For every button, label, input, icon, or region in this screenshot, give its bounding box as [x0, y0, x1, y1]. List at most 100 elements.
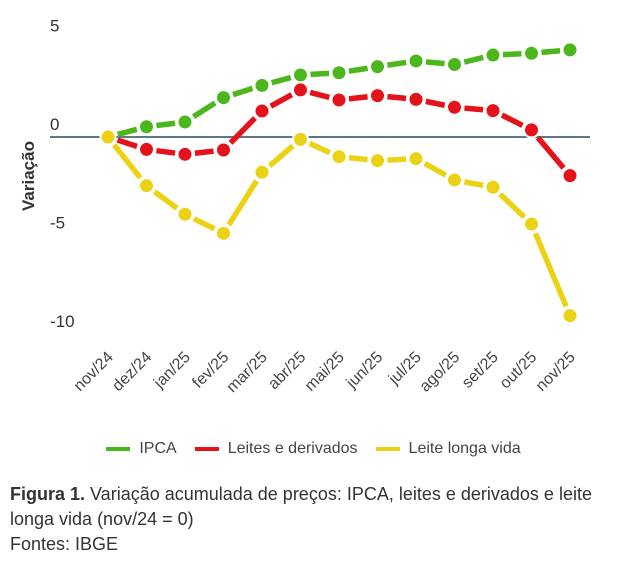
y-axis-title: Variação — [19, 141, 38, 211]
series-line-segment — [228, 116, 257, 145]
legend-item[interactable]: Leite longa vida — [375, 440, 521, 458]
series-line-segment — [309, 89, 331, 101]
data-point[interactable]: Leite longa vida ago/25: -2.18 — [446, 171, 463, 189]
data-point[interactable]: Leite longa vida jan/25: -3.92 — [176, 205, 194, 223]
series-line-segment — [423, 161, 448, 178]
series-line-segment — [502, 50, 522, 58]
series-line-segment — [348, 65, 369, 74]
data-point[interactable]: Leite longa vida nov/24: 0 — [99, 128, 117, 146]
line-chart: 5 0 -5 -10 Variação IPCA nov/24: 0IPCA dez/… — [19, 17, 590, 396]
data-point[interactable]: IPCA mar/25: 2.62 — [253, 76, 271, 94]
data-point[interactable]: IPCA jul/25: 3.86 — [407, 52, 425, 70]
legend-swatch-icon — [375, 447, 400, 451]
data-point[interactable]: Leite longa vida abr/25: -0.12 — [292, 130, 309, 148]
data-point[interactable]: IPCA mai/25: 3.26 — [330, 64, 348, 82]
legend-swatch-icon — [106, 447, 131, 451]
legend-item[interactable]: Leites e derivados — [194, 440, 358, 458]
series-leite-longa-vida: Leite longa vida nov/24: 0 Leite longa vi… — [99, 128, 579, 325]
figure-label: Figura 1. — [10, 484, 86, 504]
data-point[interactable]: Leites e derivados ago/25: 1.51 — [446, 98, 463, 116]
series-line-segment — [498, 192, 527, 220]
data-point[interactable]: IPCA abr/25: 3.15 — [292, 66, 309, 84]
figure-caption: Figura 1. Variação acumulada de preços: … — [10, 482, 620, 557]
x-tick-label: set/25 — [459, 349, 502, 392]
y-tick-label: -10 — [50, 312, 75, 331]
series-line-segment — [425, 98, 446, 108]
y-axis-ticks: 5 0 -5 -10 — [50, 17, 75, 332]
series-line-segment — [194, 148, 214, 156]
data-point[interactable]: Leites e derivados fev/25: -0.66 — [215, 141, 232, 159]
series-line-segment — [152, 189, 179, 211]
data-point[interactable]: Leite longa vida dez/24: -2.47 — [138, 177, 155, 195]
x-tick-label: jan/25 — [150, 349, 194, 393]
x-tick-label: nov/25 — [533, 349, 579, 395]
data-point[interactable]: IPCA out/25: 4.25 — [523, 44, 540, 62]
data-point[interactable]: Leite longa vida jun/25: -1.2 — [369, 152, 386, 170]
series-line-segment — [310, 70, 330, 78]
series-line-segment — [500, 112, 524, 128]
series-line-segment — [232, 85, 254, 98]
data-point[interactable]: IPCA dez/24: 0.52 — [138, 118, 155, 136]
series-line-segment — [387, 156, 407, 163]
series-line-segment — [116, 126, 138, 138]
data-point[interactable]: IPCA jun/25: 3.57 — [369, 58, 386, 76]
data-point[interactable]: Leites e derivados mar/25: 1.32 — [253, 102, 271, 120]
y-tick-label: -5 — [50, 214, 65, 233]
series-line-segment — [156, 120, 176, 129]
series-line-segment — [116, 137, 138, 149]
series-line-segment — [267, 143, 295, 168]
data-point[interactable]: IPCA ago/25: 3.68 — [446, 56, 463, 74]
data-point[interactable]: Leites e derivados set/25: 1.34 — [484, 102, 502, 120]
x-tick-label: abr/25 — [265, 349, 309, 393]
series-line-segment — [463, 179, 484, 189]
source-text: Fontes: IBGE — [10, 534, 119, 554]
series-line-segment — [348, 154, 368, 163]
data-point[interactable]: Leites e derivados jun/25: 2.1 — [369, 87, 386, 105]
data-point[interactable]: Leite longa vida fev/25: -4.89 — [215, 224, 232, 242]
data-point[interactable]: Leites e derivados nov/25: -1.96 — [561, 167, 579, 185]
data-point[interactable]: Leites e derivados out/25: 0.36 — [523, 121, 540, 139]
data-point[interactable]: Leites e derivados dez/24: -0.63 — [138, 140, 155, 158]
series-line-segment — [191, 100, 217, 119]
legend-label: IPCA — [139, 440, 177, 457]
data-point[interactable]: IPCA jan/25: 0.76 — [176, 113, 194, 131]
data-point[interactable]: IPCA fev/25: 2 — [215, 89, 232, 107]
data-point[interactable]: Leites e derivados jul/25: 1.91 — [407, 90, 425, 108]
data-point[interactable]: Leite longa vida mai/25: -1 — [330, 148, 348, 166]
y-tick-label: 5 — [50, 17, 59, 36]
data-point[interactable]: Leites e derivados jan/25: -0.88 — [176, 145, 194, 163]
series-line-segment — [541, 48, 561, 56]
data-point[interactable]: IPCA nov/25: 4.42 — [561, 41, 579, 59]
legend-item[interactable]: IPCA — [106, 440, 177, 458]
x-tick-label: nov/24 — [71, 349, 117, 395]
series-line-segment — [270, 74, 292, 86]
data-point[interactable]: IPCA set/25: 4.16 — [484, 46, 502, 64]
legend-label: Leite longa vida — [408, 440, 521, 457]
data-point[interactable]: Leites e derivados mai/25: 1.88 — [330, 91, 348, 109]
series-line-segment — [464, 105, 484, 113]
data-point[interactable]: Leite longa vida set/25: -2.55 — [484, 178, 502, 196]
x-tick-label: mar/25 — [224, 349, 271, 396]
data-point[interactable]: Leite longa vida mar/25: -1.79 — [253, 163, 271, 181]
series-line-segment — [532, 232, 569, 308]
legend: IPCA Leites e derivados Leite longa vida — [0, 440, 627, 458]
data-point[interactable]: Leite longa vida nov/25: -9.07 — [561, 307, 579, 325]
data-point[interactable]: Leite longa vida out/25: -4.42 — [523, 215, 540, 233]
series-line-segment — [269, 92, 294, 109]
series-line-segment — [192, 216, 216, 232]
series-line-segment — [226, 179, 259, 227]
x-tick-label: jun/25 — [343, 349, 387, 393]
series-line-segment — [535, 135, 566, 170]
data-point[interactable]: Leites e derivados abr/25: 2.39 — [292, 81, 309, 99]
caption-text: Variação acumulada de preços: IPCA, leit… — [10, 484, 592, 529]
x-tick-label: out/25 — [497, 349, 541, 393]
legend-swatch-icon — [194, 447, 219, 451]
x-tick-label: dez/24 — [109, 349, 155, 395]
series-line-segment — [156, 147, 176, 156]
data-point[interactable]: Leite longa vida jul/25: -1.1 — [407, 150, 425, 168]
legend-label: Leites e derivados — [227, 440, 358, 457]
series-line-segment — [386, 59, 407, 68]
x-axis-ticks: nov/24dez/24jan/25fev/25mar/25abr/25mai/… — [71, 349, 579, 396]
series-line-segment — [463, 54, 484, 65]
x-tick-label: ago/25 — [417, 349, 464, 396]
